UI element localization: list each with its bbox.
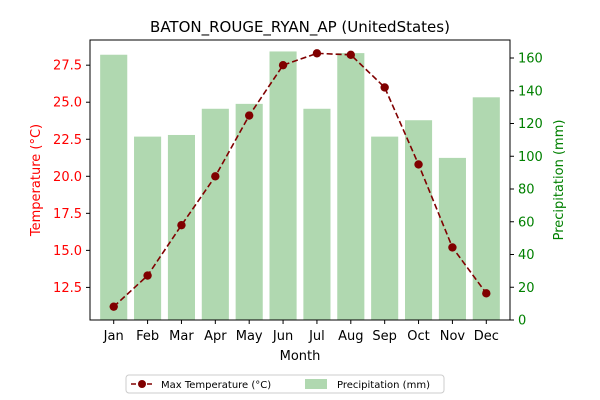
right-axis-tick-label: 100 bbox=[518, 150, 543, 165]
right-y-axis: 0 20 40 60 80 100 120 140 160 bbox=[510, 52, 543, 329]
x-axis-tick-label: Jan bbox=[103, 329, 124, 344]
chart-title: BATON_ROUGE_RYAN_AP (UnitedStates) bbox=[150, 18, 450, 37]
x-axis-tick-label: Feb bbox=[136, 329, 159, 344]
left-axis-tick-label: 27.5 bbox=[53, 59, 82, 74]
left-axis-label: Temperature (°C) bbox=[29, 124, 44, 237]
x-axis-tick-label: Nov bbox=[440, 329, 466, 344]
right-axis-tick-label: 60 bbox=[518, 215, 535, 230]
temperature-point bbox=[312, 49, 322, 58]
precipitation-bar bbox=[269, 51, 297, 321]
left-axis-tick-label: 22.5 bbox=[53, 133, 82, 148]
right-axis-tick-label: 120 bbox=[518, 117, 543, 132]
precipitation-bar bbox=[303, 108, 331, 320]
x-axis-tick-label: May bbox=[236, 329, 263, 344]
x-axis-tick-label: Sep bbox=[372, 329, 397, 344]
precipitation-bar bbox=[405, 120, 433, 320]
legend: Max Temperature (°C) Precipitation (mm) bbox=[125, 374, 445, 394]
temperature-point bbox=[482, 289, 491, 298]
precipitation-bar bbox=[201, 108, 229, 320]
legend-bar-swatch bbox=[305, 379, 327, 389]
left-y-axis: 12.5 15.0 17.5 20.0 22.5 25.0 27.5 bbox=[53, 59, 90, 296]
right-axis-tick-label: 20 bbox=[518, 281, 535, 296]
temperature-point bbox=[448, 243, 457, 252]
x-axis-label: Month bbox=[280, 349, 321, 364]
x-axis-tick-label: Jul bbox=[308, 329, 325, 344]
precipitation-bar bbox=[337, 53, 365, 320]
legend-frame bbox=[125, 374, 445, 394]
temperature-point bbox=[211, 172, 220, 181]
right-axis-tick-label: 0 bbox=[518, 314, 526, 329]
plot-frame bbox=[89, 39, 511, 321]
temperature-point bbox=[346, 50, 356, 60]
x-axis-tick-label: Apr bbox=[204, 329, 227, 344]
right-axis-tick-label: 160 bbox=[518, 52, 543, 67]
x-axis-tick-label: Jun bbox=[272, 329, 293, 344]
temperature-point bbox=[143, 271, 152, 280]
right-axis-label: Precipitation (mm) bbox=[552, 120, 567, 241]
left-axis-tick-label: 17.5 bbox=[53, 207, 82, 222]
precipitation-bar bbox=[371, 136, 399, 320]
precipitation-bar bbox=[100, 54, 128, 320]
precipitation-bars bbox=[100, 51, 500, 321]
precipitation-bar bbox=[235, 103, 263, 320]
x-axis-tick-label: Dec bbox=[474, 329, 499, 344]
temperature-point bbox=[278, 60, 288, 70]
temperature-point bbox=[177, 220, 186, 230]
x-axis-tick-label: Oct bbox=[407, 329, 429, 344]
precipitation-bar bbox=[438, 157, 466, 320]
legend-line-marker bbox=[138, 380, 146, 388]
temperature-point bbox=[109, 302, 118, 311]
left-axis-tick-label: 20.0 bbox=[53, 170, 82, 185]
temperature-point bbox=[414, 160, 423, 169]
temperature-point bbox=[244, 111, 254, 120]
temperature-line bbox=[109, 49, 491, 311]
x-axis-tick-label: Mar bbox=[169, 329, 194, 344]
temperature-point bbox=[380, 83, 389, 92]
x-axis-tick-label: Aug bbox=[338, 329, 363, 344]
right-axis-tick-label: 80 bbox=[518, 183, 535, 198]
right-axis-tick-label: 40 bbox=[518, 248, 535, 263]
legend-item-precipitation: Precipitation (mm) bbox=[337, 380, 430, 391]
x-axis: Jan Feb Mar Apr May Jun Jul Aug Sep Oct Nov Dec bbox=[103, 320, 499, 344]
precipitation-bar bbox=[472, 97, 500, 321]
right-axis-tick-label: 140 bbox=[518, 84, 543, 99]
legend-item-temperature: Max Temperature (°C) bbox=[161, 380, 271, 391]
left-axis-tick-label: 15.0 bbox=[53, 244, 82, 259]
left-axis-tick-label: 12.5 bbox=[53, 281, 82, 296]
precipitation-bar bbox=[134, 136, 162, 320]
left-axis-tick-label: 25.0 bbox=[53, 96, 82, 111]
